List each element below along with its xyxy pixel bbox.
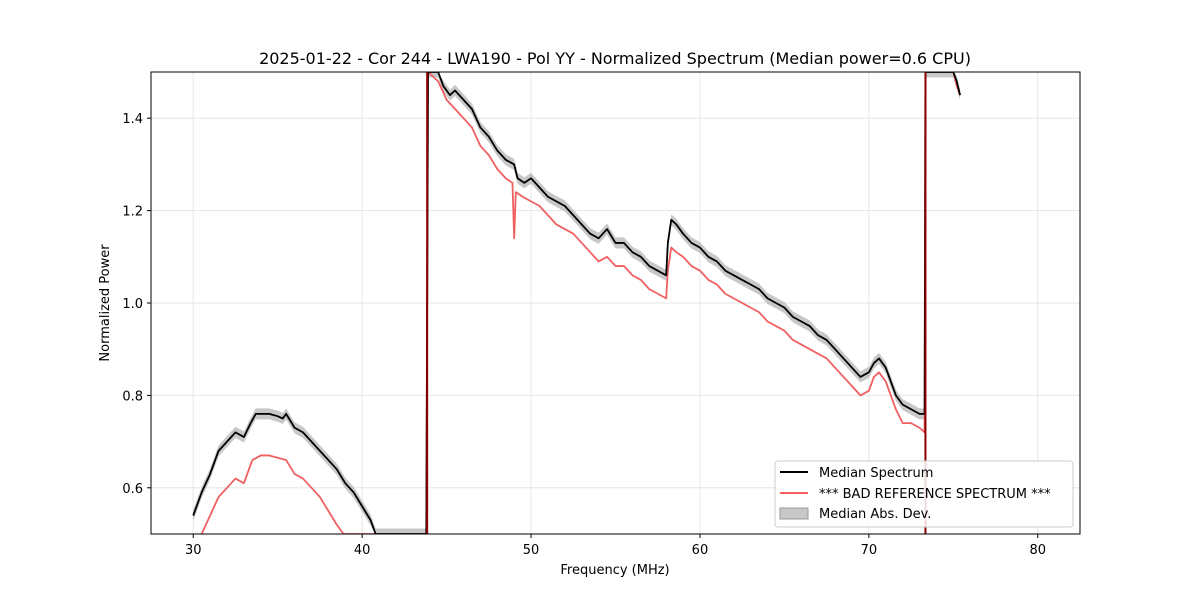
median-spectrum-line [192,72,961,534]
axis-ticks: 30 40 50 60 70 80 0.6 0.8 1.0 1.2 1.4 [122,112,1046,558]
reference-spectrum-line [200,72,961,534]
x-tick-label: 30 [185,543,202,558]
y-tick-label: 0.8 [122,389,143,404]
x-tick-label: 40 [354,543,371,558]
y-tick-label: 0.6 [122,482,143,497]
chart-title: 2025-01-22 - Cor 244 - LWA190 - Pol YY -… [259,49,971,68]
x-tick-label: 80 [1029,543,1046,558]
x-tick-label: 70 [861,543,878,558]
plot-area [192,72,961,534]
legend-mad-label: Median Abs. Dev. [819,507,931,522]
x-tick-label: 50 [523,543,540,558]
legend-median-label: Median Spectrum [819,466,933,481]
x-axis-label: Frequency (MHz) [560,563,669,578]
y-axis-label: Normalized Power [98,244,113,362]
y-tick-label: 1.0 [122,297,143,312]
legend-reference-label: *** BAD REFERENCE SPECTRUM *** [819,487,1051,502]
x-tick-label: 60 [692,543,709,558]
legend-mad-swatch [779,507,809,520]
y-tick-label: 1.2 [122,205,143,220]
legend-frame [774,460,1074,528]
y-tick-label: 1.4 [122,112,143,127]
legend: Median Spectrum *** BAD REFERENCE SPECTR… [774,460,1074,528]
